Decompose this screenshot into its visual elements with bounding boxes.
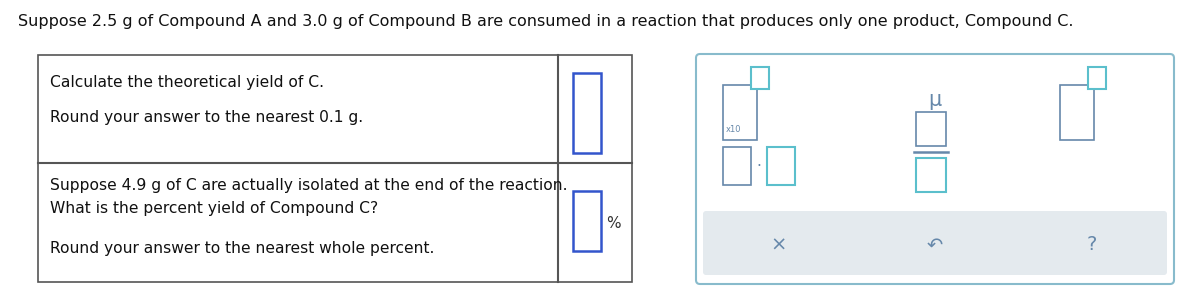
Bar — [1088, 67, 1106, 89]
Bar — [751, 67, 769, 89]
Bar — [722, 147, 751, 185]
FancyBboxPatch shape — [696, 54, 1174, 284]
Text: Round your answer to the nearest whole percent.: Round your answer to the nearest whole p… — [50, 241, 434, 256]
Text: x10: x10 — [726, 125, 742, 134]
Bar — [1060, 85, 1094, 140]
Bar — [767, 147, 796, 185]
Text: Suppose 4.9 g of C are actually isolated at the end of the reaction.: Suppose 4.9 g of C are actually isolated… — [50, 178, 568, 193]
Bar — [574, 191, 601, 251]
Bar — [916, 112, 946, 146]
Text: Round your answer to the nearest 0.1 g.: Round your answer to the nearest 0.1 g. — [50, 110, 364, 125]
Bar — [574, 73, 601, 153]
Text: ×: × — [770, 236, 786, 255]
Text: μ: μ — [929, 90, 942, 110]
Text: ·: · — [756, 158, 762, 173]
Text: Suppose 2.5 g of Compound A and 3.0 g of Compound B are consumed in a reaction t: Suppose 2.5 g of Compound A and 3.0 g of… — [18, 14, 1074, 29]
Bar — [916, 158, 946, 192]
Text: Calculate the theoretical yield of C.: Calculate the theoretical yield of C. — [50, 75, 324, 90]
FancyBboxPatch shape — [703, 211, 1166, 275]
Bar — [38, 55, 632, 282]
Text: What is the percent yield of Compound C?: What is the percent yield of Compound C? — [50, 201, 378, 216]
Text: ?: ? — [1086, 236, 1097, 255]
Text: %: % — [606, 216, 620, 231]
Text: ↶: ↶ — [926, 236, 943, 255]
Bar — [722, 85, 757, 140]
